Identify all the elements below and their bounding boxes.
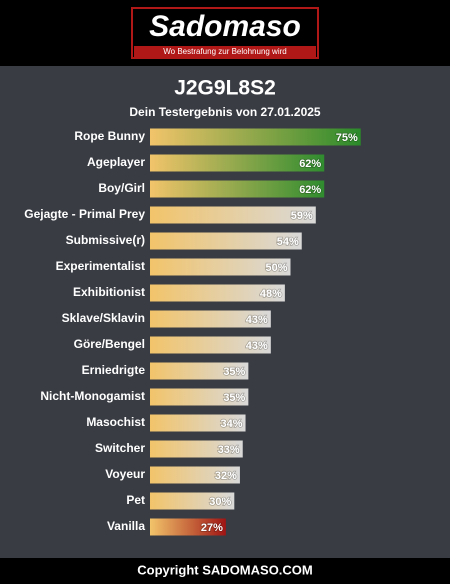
bar — [150, 492, 235, 510]
result-title: J2G9L8S2 — [174, 77, 276, 100]
bar — [150, 336, 271, 354]
bar — [150, 180, 325, 198]
value-label: 43% — [246, 314, 268, 326]
bar-list: Rope Bunny 75% Ageplayer 62% Boy/Girl 62% Geja… — [24, 128, 361, 536]
category-label: Nicht-Monogamist — [40, 389, 145, 403]
bar — [150, 232, 302, 250]
category-label: Pet — [126, 493, 145, 507]
value-label: 50% — [265, 262, 287, 274]
value-label: 48% — [260, 288, 282, 300]
bar — [150, 440, 243, 458]
value-label: 54% — [277, 236, 299, 248]
category-label: Sklave/Sklavin — [62, 311, 145, 325]
value-label: 75% — [336, 132, 358, 144]
bar — [150, 154, 325, 172]
value-label: 27% — [201, 522, 223, 534]
tagline-strip — [134, 46, 316, 57]
footer-bar — [0, 558, 450, 584]
bar — [150, 128, 361, 146]
tagline: Wo Bestrafung zur Belohnung wird — [163, 47, 286, 56]
value-label: 59% — [291, 210, 313, 222]
value-label: 34% — [221, 418, 243, 430]
category-label: Ageplayer — [87, 155, 145, 169]
bar — [150, 518, 226, 536]
category-label: Exhibitionist — [73, 285, 145, 299]
bar — [150, 388, 249, 406]
bar — [150, 258, 291, 276]
result-subtitle: Dein Testergebnis von 27.01.2025 — [129, 105, 321, 119]
category-label: Experimentalist — [56, 259, 145, 273]
value-label: 35% — [223, 366, 245, 378]
value-label: 35% — [223, 392, 245, 404]
category-label: Voyeur — [105, 467, 145, 481]
value-label: 62% — [299, 158, 321, 170]
value-label: 43% — [246, 340, 268, 352]
category-label: Masochist — [86, 415, 145, 429]
value-label: 33% — [218, 444, 240, 456]
bar — [150, 466, 240, 484]
category-label: Rope Bunny — [74, 129, 145, 143]
logo[interactable]: Sadomaso — [149, 10, 301, 43]
category-label: Boy/Girl — [98, 181, 145, 195]
category-label: Göre/Bengel — [74, 337, 145, 351]
category-label: Erniedrigte — [82, 363, 146, 377]
category-label: Switcher — [95, 441, 145, 455]
category-label: Submissive(r) — [66, 233, 145, 247]
bar — [150, 414, 246, 432]
category-label: Vanilla — [107, 519, 145, 533]
bar — [150, 206, 316, 224]
category-label: Gejagte - Primal Prey — [24, 207, 145, 221]
value-label: 30% — [209, 496, 231, 508]
bar — [150, 362, 249, 380]
bar — [150, 310, 271, 328]
footer-text: Copyright SADOMASO.COM — [137, 562, 313, 577]
value-label: 32% — [215, 470, 237, 482]
bar — [150, 284, 285, 302]
value-label: 62% — [299, 184, 321, 196]
